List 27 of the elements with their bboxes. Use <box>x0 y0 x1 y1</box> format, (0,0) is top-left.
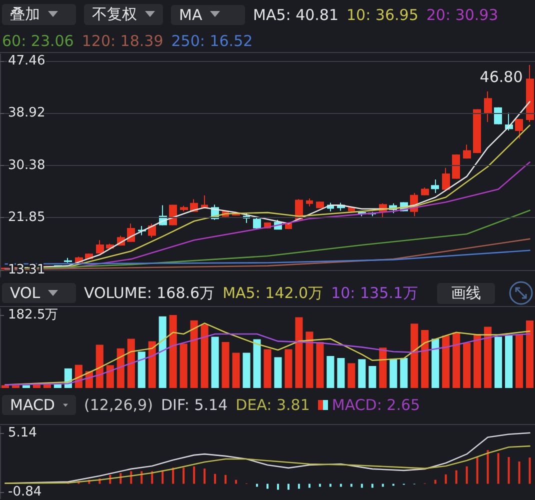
y-tick-label: -0.84 <box>8 484 42 500</box>
chart-title: VOL <box>2 283 76 303</box>
legend-label: MACD: 2.65 <box>330 396 420 414</box>
y-tick-label: 30.38 <box>8 158 46 174</box>
text: 叠加 <box>2 4 76 26</box>
annotation: 46.80 <box>480 68 523 86</box>
y-tick-label: 38.92 <box>8 106 46 121</box>
text: 250: 16.52 <box>171 32 253 50</box>
chart-subtitle: (12,26,9) <box>84 396 153 414</box>
text: MA <box>171 4 245 25</box>
text: MA5: 40.81 <box>253 6 339 24</box>
y-tick-label: 182.5万 <box>8 308 58 322</box>
y-tick-label: 21.85 <box>8 210 46 226</box>
text: DIF: 5.14 <box>160 396 228 414</box>
y-tick-label: 47.46 <box>8 53 46 68</box>
series-label: VOLUME: 168.6万 <box>84 284 215 302</box>
text: 10: 135.1万 <box>331 284 418 302</box>
text: 20: 30.93 <box>426 6 498 24</box>
text: 60: 23.06 <box>2 32 74 50</box>
series-label: MA5: 142.0万 <box>222 284 324 302</box>
text: 120: 18.39 <box>82 32 164 50</box>
text: 画线 <box>437 282 495 304</box>
text: DEA: 3.81 <box>236 396 310 414</box>
y-tick-label: 5.14 <box>8 425 37 440</box>
chart-title: MACD <box>2 395 76 415</box>
text: 不复权 <box>84 4 163 26</box>
text: 10: 36.95 <box>346 6 418 24</box>
